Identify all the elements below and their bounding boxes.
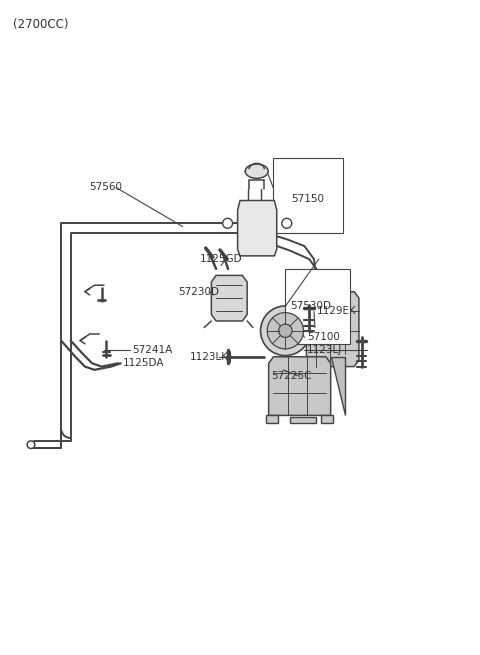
Polygon shape: [331, 357, 345, 415]
Text: 57150: 57150: [291, 195, 324, 204]
Text: 57241A: 57241A: [132, 345, 173, 355]
Text: 1123LJ: 1123LJ: [307, 345, 342, 355]
Polygon shape: [238, 200, 277, 256]
Circle shape: [267, 312, 303, 349]
Bar: [285, 269, 350, 344]
Polygon shape: [211, 275, 247, 321]
Text: 57100: 57100: [307, 332, 340, 343]
Circle shape: [261, 306, 310, 356]
Text: 57230D: 57230D: [178, 287, 219, 297]
Polygon shape: [306, 291, 359, 367]
Text: 57560: 57560: [90, 183, 123, 193]
Circle shape: [223, 218, 233, 229]
Circle shape: [279, 324, 292, 337]
Bar: [274, 159, 343, 233]
Circle shape: [27, 441, 35, 449]
Bar: [290, 417, 316, 423]
Text: 1129EK: 1129EK: [316, 307, 356, 316]
Polygon shape: [269, 357, 331, 415]
Text: 1123LK: 1123LK: [190, 352, 229, 362]
Bar: [266, 415, 278, 423]
Text: (2700CC): (2700CC): [13, 18, 69, 31]
Text: 57530D: 57530D: [290, 301, 331, 311]
Text: 1125GD: 1125GD: [199, 254, 242, 264]
Circle shape: [282, 218, 292, 229]
Text: 57225C: 57225C: [271, 371, 312, 381]
Bar: [321, 415, 333, 423]
Text: 1125DA: 1125DA: [123, 358, 165, 368]
Ellipse shape: [245, 164, 268, 178]
